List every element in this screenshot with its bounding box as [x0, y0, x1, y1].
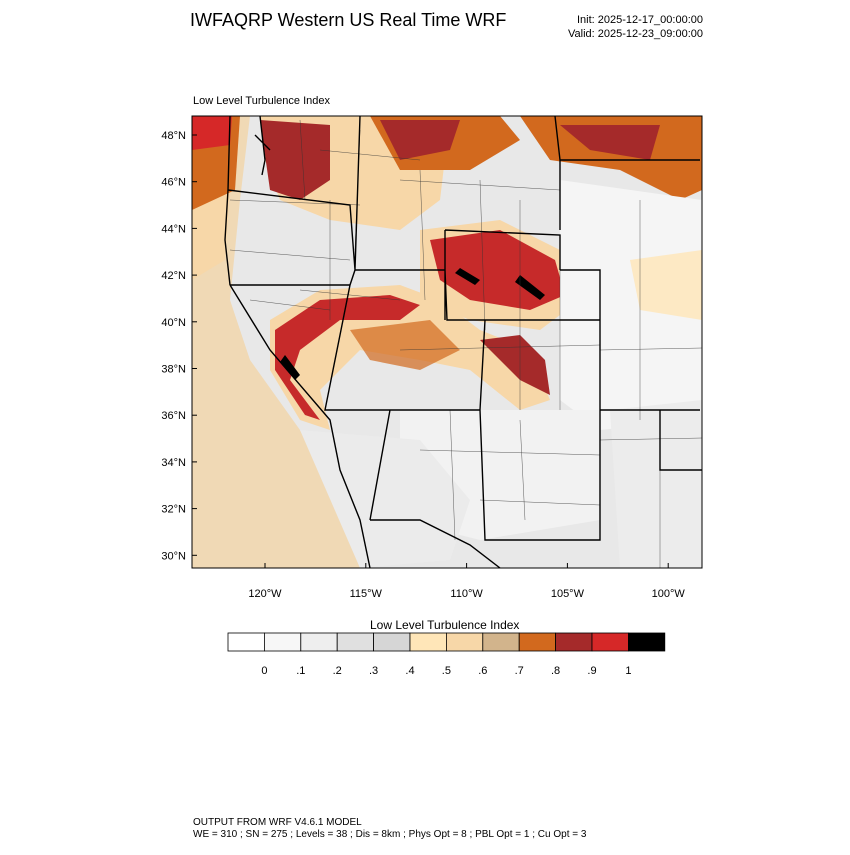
- colorbar-label: .6: [478, 665, 487, 677]
- map-subtitle: Low Level Turbulence Index: [193, 95, 330, 107]
- colorbar-box: [336, 632, 375, 652]
- colorbar-box: [300, 632, 338, 652]
- colorbar-label: .3: [369, 665, 378, 677]
- colorbar-box: [482, 632, 520, 652]
- colorbar-box: [263, 632, 302, 652]
- colorbar-label: .2: [333, 665, 342, 677]
- init-time: Init: 2025-12-17_00:00:00: [577, 14, 703, 26]
- lon-label: 110°W: [450, 588, 483, 600]
- colorbar-box: [409, 632, 447, 652]
- colorbar-title: Low Level Turbulence Index: [370, 618, 519, 632]
- footer-line: OUTPUT FROM WRF V4.6.1 MODEL: [193, 817, 362, 828]
- colorbar-label: .9: [587, 665, 596, 677]
- colorbar-label: .5: [442, 665, 451, 677]
- map: [191, 115, 703, 569]
- valid-time: Valid: 2025-12-23_09:00:00: [568, 28, 703, 40]
- colorbar-label: .4: [405, 665, 414, 677]
- colorbar-label: .1: [296, 665, 305, 677]
- lat-label: 30°N: [161, 550, 186, 562]
- colorbar-box: [591, 632, 629, 652]
- footer-line: WE = 310 ; SN = 275 ; Levels = 38 ; Dis …: [193, 829, 587, 840]
- lat-label: 38°N: [161, 364, 186, 376]
- colorbar-label: 1: [625, 665, 631, 677]
- lat-label: 48°N: [161, 130, 186, 142]
- lat-label: 32°N: [161, 504, 186, 516]
- lat-label: 36°N: [161, 410, 186, 422]
- colorbar-label: .8: [551, 665, 560, 677]
- colorbar-box: [227, 632, 265, 652]
- colorbar-label: .7: [515, 665, 524, 677]
- colorbar-box: [628, 632, 666, 652]
- lon-label: 115°W: [350, 588, 383, 600]
- colorbar-box: [518, 632, 557, 652]
- colorbar-box: [445, 632, 484, 652]
- lat-label: 42°N: [161, 270, 186, 282]
- colorbar-box: [555, 632, 593, 652]
- lon-label: 105°W: [551, 588, 585, 600]
- colorbar-label: 0: [261, 665, 267, 677]
- lat-label: 40°N: [161, 317, 186, 329]
- lat-label: 34°N: [161, 457, 186, 469]
- lon-label: 100°W: [652, 588, 686, 600]
- lat-label: 46°N: [161, 177, 186, 189]
- title: IWFAQRP Western US Real Time WRF: [190, 10, 506, 30]
- colorbar-box: [373, 632, 411, 652]
- lat-label: 44°N: [161, 223, 186, 235]
- lon-label: 120°W: [248, 588, 282, 600]
